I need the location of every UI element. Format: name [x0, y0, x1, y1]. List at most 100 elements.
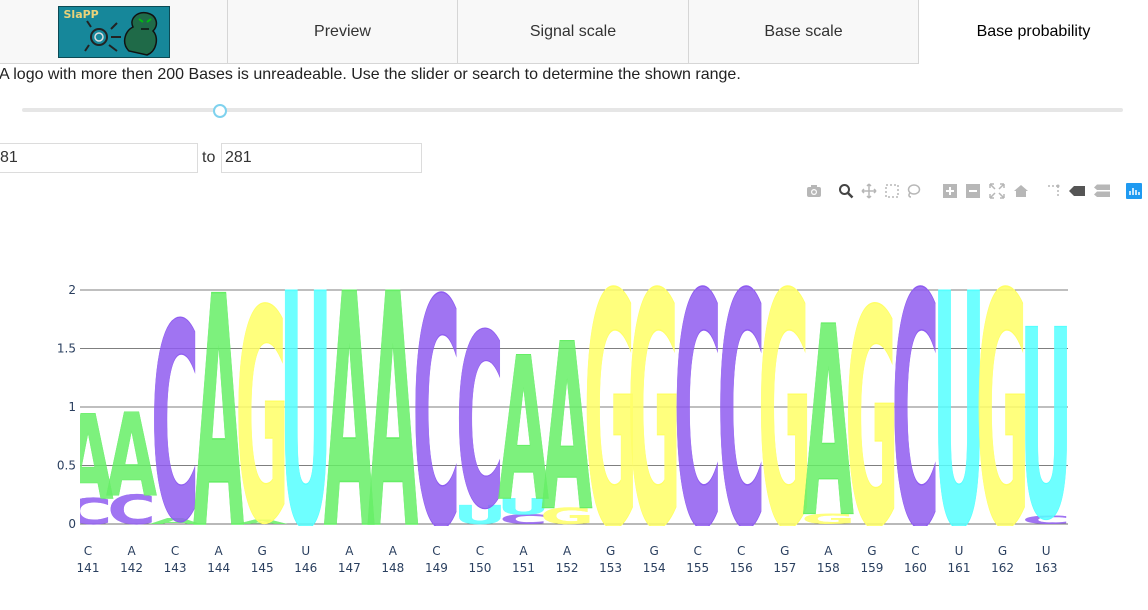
- logo-letter-G: G: [584, 226, 638, 600]
- logo-letter-C: C: [107, 486, 155, 533]
- x-tick-position: 156: [730, 561, 753, 575]
- x-tick-position: 151: [512, 561, 535, 575]
- y-tick-label: 0.5: [57, 459, 76, 473]
- autoscale-icon[interactable]: [987, 181, 1007, 201]
- x-tick-base: C: [171, 544, 179, 558]
- logo-letter-A: A: [106, 389, 157, 521]
- logo-letter-G: G: [235, 249, 289, 588]
- x-tick-base: G: [606, 544, 615, 558]
- y-tick-label: 2: [68, 283, 76, 297]
- info-text: A logo with more then 200 Bases is unrea…: [0, 66, 741, 83]
- hover-compare-icon[interactable]: [1092, 181, 1112, 201]
- logo-letter-A: A: [542, 296, 593, 562]
- zoom-in-icon[interactable]: [940, 181, 960, 201]
- x-tick-base: A: [389, 544, 398, 558]
- app-logo-tab[interactable]: SlaPP: [0, 0, 228, 64]
- x-tick-position: 142: [120, 561, 143, 575]
- tab-base-probability[interactable]: Base probability: [919, 0, 1148, 64]
- logo-letter-G: G: [540, 503, 594, 530]
- tab-bar: SlaPP Preview Signal scale Base scale Ba…: [0, 0, 1148, 64]
- logo-letter-U: U: [932, 226, 985, 600]
- x-tick-position: 159: [860, 561, 883, 575]
- logo-letter-G: G: [627, 226, 681, 600]
- x-tick-position: 150: [468, 561, 491, 575]
- logo-letter-A: A: [803, 271, 854, 575]
- logo-letter-U: U: [453, 500, 506, 530]
- range-slider-track[interactable]: [22, 108, 1123, 112]
- x-tick-position: 146: [294, 561, 317, 575]
- x-tick-position: 147: [338, 561, 361, 575]
- y-tick-label: 1: [68, 400, 76, 414]
- x-tick-position: 144: [207, 561, 230, 575]
- logo-letter-A: A: [193, 230, 244, 600]
- x-tick-base: U: [1042, 544, 1051, 558]
- logo-letter-G: G: [976, 226, 1030, 600]
- logo-letter-C: C: [717, 226, 765, 600]
- x-tick-base: A: [215, 544, 224, 558]
- pan-icon[interactable]: [859, 181, 879, 201]
- logo-letter-C: C: [499, 512, 547, 527]
- x-tick-position: 155: [686, 561, 709, 575]
- lasso-icon[interactable]: [903, 181, 923, 201]
- logo-letter-A: A: [324, 226, 375, 600]
- x-tick-base: C: [432, 544, 440, 558]
- camera-icon[interactable]: [804, 181, 824, 201]
- tab-preview[interactable]: Preview: [228, 0, 458, 64]
- app-logo: SlaPP: [57, 5, 170, 58]
- logo-letter-U: U: [279, 226, 332, 600]
- range-from-input[interactable]: [0, 143, 198, 173]
- logo-letter-C: C: [412, 235, 460, 599]
- x-tick-base: G: [867, 544, 876, 558]
- x-tick-position: 162: [991, 561, 1014, 575]
- tab-base-scale[interactable]: Base scale: [689, 0, 919, 64]
- reset-axes-icon[interactable]: [1011, 181, 1031, 201]
- x-tick-position: 154: [643, 561, 666, 575]
- x-tick-base: A: [563, 544, 572, 558]
- logo-letter-G: G: [801, 511, 855, 528]
- x-tick-position: 160: [904, 561, 927, 575]
- tab-signal-scale-label: Signal scale: [529, 22, 617, 40]
- tab-base-probability-label: Base probability: [976, 23, 1091, 40]
- x-tick-position: 158: [817, 561, 840, 575]
- x-tick-base: A: [824, 544, 833, 558]
- tab-signal-scale[interactable]: Signal scale: [458, 0, 689, 64]
- box-select-icon[interactable]: [882, 181, 902, 201]
- x-tick-position: 161: [948, 561, 971, 575]
- y-tick-label: 1.5: [57, 342, 76, 356]
- x-tick-base: G: [998, 544, 1007, 558]
- x-tick-position: 141: [77, 561, 100, 575]
- zoom-icon[interactable]: [836, 181, 856, 201]
- logo-letter-A: A: [498, 316, 549, 545]
- x-tick-position: 143: [164, 561, 187, 575]
- plotly-logo-icon[interactable]: [1126, 183, 1142, 199]
- logo-letter-C: C: [151, 268, 199, 583]
- hover-closest-icon[interactable]: [1067, 181, 1087, 201]
- x-tick-base: C: [737, 544, 745, 558]
- x-tick-base: A: [127, 544, 136, 558]
- x-tick-position: 149: [425, 561, 448, 575]
- logo-letter-U: U: [1019, 275, 1072, 578]
- logo-letter-C: C: [674, 226, 722, 600]
- x-tick-position: 163: [1035, 561, 1058, 575]
- x-tick-base: C: [84, 544, 92, 558]
- range-to-input[interactable]: [221, 143, 422, 173]
- logo-letter-A: A: [367, 226, 418, 600]
- logo-letter-A: A: [237, 518, 288, 525]
- zoom-out-icon[interactable]: [963, 181, 983, 201]
- x-tick-position: 145: [251, 561, 274, 575]
- range-to-label: to: [202, 149, 216, 166]
- spike-lines-icon[interactable]: [1043, 181, 1063, 201]
- tab-base-scale-label: Base scale: [764, 22, 843, 40]
- x-tick-base: U: [955, 544, 964, 558]
- logo-letter-G: G: [845, 248, 899, 595]
- logo-letter-C: C: [64, 492, 112, 533]
- range-slider-handle[interactable]: [213, 104, 228, 118]
- snake-logo-icon: [83, 11, 157, 56]
- logo-letter-C: C: [456, 284, 504, 562]
- x-tick-position: 148: [381, 561, 404, 575]
- x-tick-base: G: [649, 544, 658, 558]
- x-tick-base: A: [345, 544, 354, 558]
- logo-letter-U: U: [497, 494, 550, 521]
- logo-text: SlaPP: [63, 7, 99, 21]
- logo-letter-A: A: [150, 517, 201, 526]
